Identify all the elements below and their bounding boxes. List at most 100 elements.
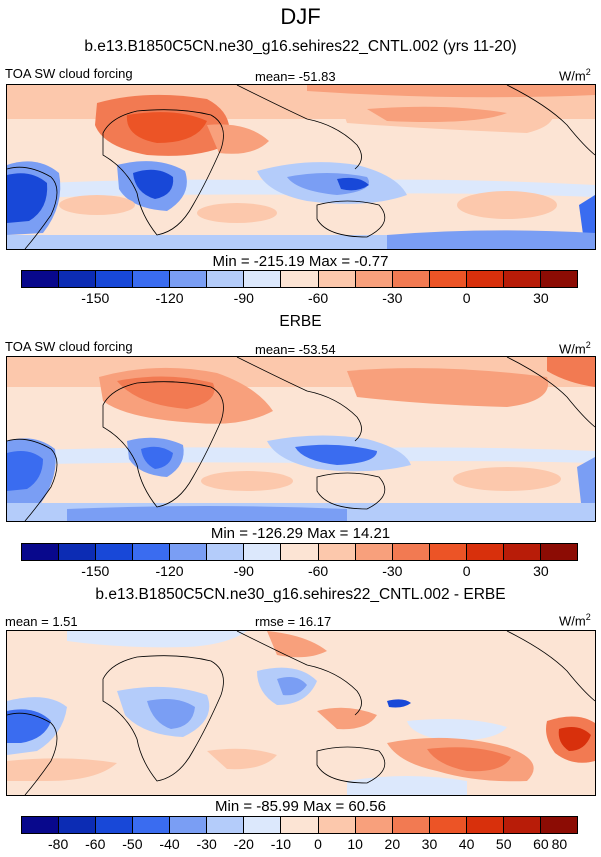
panel-2-colorbar-swatch-10	[392, 544, 430, 560]
panel-3-colorbar-swatch-9	[355, 817, 393, 833]
panel-1-colorbar-tick-label: -60	[307, 290, 329, 306]
panel-1-colorbar	[21, 270, 578, 288]
panel-2-left-label: TOA SW cloud forcing	[5, 339, 133, 354]
panel-3-colorbar-tick-label: 40	[458, 836, 475, 852]
panel-1-colorbar-tick-label: -120	[155, 290, 184, 306]
panel-1-colorbar-swatch-14	[540, 271, 577, 287]
panel-3-colorbar-tick-label: 10	[347, 836, 363, 852]
panel-3-mean-label: mean = 1.51	[5, 614, 78, 629]
panel-1-units: W/m2	[559, 67, 591, 83]
panel-2-colorbar-swatch-3	[133, 544, 171, 560]
panel-3-min-max: Min = -85.99 Max = 60.56	[215, 798, 386, 815]
panel-1-colorbar-tick-label: 0	[462, 290, 471, 306]
panel-2-colorbar-tick-label: 30	[533, 563, 549, 579]
panel-1-colorbar-swatch-3	[133, 271, 171, 287]
panel-3-colorbar-tick-label: -50	[122, 836, 143, 852]
panel-3-colorbar-swatch-0	[22, 817, 60, 833]
panel-2-colorbar-swatch-12	[466, 544, 504, 560]
panel-2-colorbar-swatch-8	[318, 544, 356, 560]
panel-3-colorbar-tick-label: -40	[159, 836, 180, 852]
panel-1-colorbar-swatch-9	[355, 271, 393, 287]
panel-1-map	[6, 84, 596, 250]
panel-3-colorbar-swatch-12	[466, 817, 504, 833]
panel-2-colorbar-swatch-0	[22, 544, 60, 560]
panel-1-mean-label: mean= -51.83	[255, 69, 336, 84]
panel-2-min-max: Min = -126.29 Max = 14.21	[210, 525, 391, 542]
panel-3-units-sup: 2	[585, 612, 591, 622]
panel-1-colorbar-tick-label: -150	[81, 290, 110, 306]
panel-2-units-sup: 2	[585, 340, 591, 350]
panel-1-units-text: W/m	[559, 68, 586, 84]
panel-3-subtitle: b.e13.B1850C5CN.ne30_g16.sehires22_CNTL.…	[95, 586, 506, 603]
panel-1-colorbar-ticks: -150 -120 -90 -60 -30 0 30	[21, 290, 578, 310]
panel-3-colorbar-tick-label: -30	[196, 836, 217, 852]
panel-1-colorbar-tick-label: -90	[233, 290, 254, 306]
panel-3-colorbar-tick-label: -60	[85, 836, 106, 852]
panel-2-units: W/m2	[559, 340, 591, 356]
panel-1-colorbar-swatch-5	[207, 271, 245, 287]
panel-2-colorbar-swatch-9	[355, 544, 393, 560]
panel-2-colorbar-swatch-5	[207, 544, 245, 560]
panel-2-colorbar-swatch-6	[244, 544, 282, 560]
panel-3-colorbar-tick-label: -20	[233, 836, 254, 852]
panel-1-subtitle: b.e13.B1850C5CN.ne30_g16.sehires22_CNTL.…	[84, 38, 517, 55]
panel-3-colorbar-swatch-7	[281, 817, 319, 833]
panel-1-colorbar-swatch-8	[318, 271, 356, 287]
panel-3-colorbar-swatch-6	[244, 817, 282, 833]
panel-3-colorbar-swatch-2	[96, 817, 134, 833]
panel-2-colorbar-tick-label: 0	[462, 563, 471, 579]
panel-1-colorbar-swatch-1	[59, 271, 97, 287]
panel-3-colorbar-tick-label: 30	[421, 836, 438, 852]
panel-3-map	[6, 630, 596, 796]
panel-3-colorbar-swatch-11	[429, 817, 467, 833]
panel-1-field	[7, 85, 595, 249]
panel-3-colorbar-tick-label: 20	[384, 836, 401, 852]
panel-3-colorbar-tick-label: -10	[270, 836, 292, 852]
panel-1-colorbar-swatch-12	[466, 271, 504, 287]
panel-2-mean-label: mean= -53.54	[255, 342, 336, 357]
panel-1-min-max: Min = -215.19 Max = -0.77	[212, 253, 389, 270]
panel-2-colorbar-swatch-4	[170, 544, 208, 560]
panel-3-colorbar-swatch-3	[133, 817, 171, 833]
panel-3-units-text: W/m	[559, 613, 586, 629]
panel-3-colorbar-swatch-13	[503, 817, 541, 833]
panel-3-colorbar	[21, 816, 578, 834]
panel-2-map	[6, 356, 596, 522]
panel-2-colorbar-ticks: -150 -120 -90 -60 -30 0 30	[21, 563, 578, 583]
panel-2-colorbar-swatch-7	[281, 544, 319, 560]
panel-1-colorbar-swatch-6	[244, 271, 282, 287]
panel-2-colorbar-swatch-14	[540, 544, 577, 560]
panel-3-field	[7, 631, 595, 795]
panel-3-colorbar-tick-label: 80	[551, 836, 568, 852]
panel-2-units-text: W/m	[559, 341, 586, 357]
panel-1-colorbar-swatch-10	[392, 271, 430, 287]
panel-1-colorbar-swatch-13	[503, 271, 541, 287]
panel-2-subtitle: ERBE	[279, 313, 322, 330]
panel-2-colorbar-tick-label: -30	[382, 563, 403, 579]
panel-1-colorbar-tick-label: -30	[382, 290, 403, 306]
panel-2-colorbar-swatch-2	[96, 544, 134, 560]
panel-2-colorbar-tick-label: -150	[81, 563, 110, 579]
panel-3-colorbar-ticks: -80 -60 -50 -40 -30 -20 -10 0 10 20 30 40 50 60 80	[21, 836, 578, 856]
panel-3-colorbar-swatch-4	[170, 817, 208, 833]
panel-1-colorbar-swatch-0	[22, 271, 60, 287]
panel-3-units: W/m2	[559, 612, 591, 628]
panel-1-colorbar-swatch-4	[170, 271, 208, 287]
panel-2-field	[7, 357, 595, 521]
panel-3-rmse-label: rmse = 16.17	[255, 614, 332, 629]
panel-3-colorbar-tick-label: 50	[495, 836, 512, 852]
panel-2-colorbar	[21, 543, 578, 561]
panel-2-colorbar-tick-label: -90	[233, 563, 254, 579]
panel-2-colorbar-swatch-11	[429, 544, 467, 560]
panel-1-left-label: TOA SW cloud forcing	[5, 66, 133, 81]
panel-1-colorbar-swatch-11	[429, 271, 467, 287]
panel-1-colorbar-swatch-2	[96, 271, 134, 287]
figure-title: DJF	[280, 4, 321, 29]
panel-1-colorbar-tick-label: 30	[533, 290, 549, 306]
panel-3-colorbar-tick-label: -80	[48, 836, 69, 852]
panel-3-colorbar-swatch-5	[207, 817, 245, 833]
panel-3-colorbar-swatch-10	[392, 817, 430, 833]
panel-2-colorbar-tick-label: -60	[307, 563, 329, 579]
panel-1-units-sup: 2	[585, 67, 591, 77]
panel-3-colorbar-swatch-8	[318, 817, 356, 833]
